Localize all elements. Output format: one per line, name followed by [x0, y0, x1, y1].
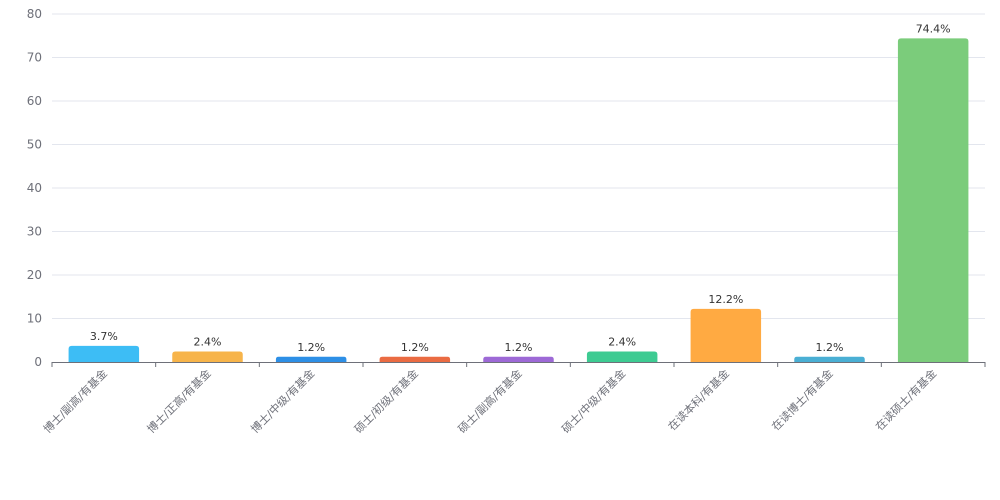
- axes: [51, 362, 986, 367]
- data-label: 3.7%: [90, 330, 118, 343]
- x-tick-label: 在读博士/有基金: [769, 366, 836, 433]
- data-label: 2.4%: [194, 336, 222, 349]
- bar[interactable]: [68, 345, 140, 362]
- x-tick-label: 博士/正高/有基金: [144, 366, 214, 436]
- gridlines: [52, 13, 985, 319]
- data-label: 1.2%: [816, 341, 844, 354]
- y-tick-label: 60: [27, 94, 42, 108]
- bars: [68, 38, 969, 363]
- y-tick-label: 50: [27, 138, 42, 152]
- data-label: 1.2%: [401, 341, 429, 354]
- x-tick-label: 硕士/初级/有基金: [351, 366, 421, 436]
- data-label: 1.2%: [297, 341, 325, 354]
- x-tick-label: 硕士/中级/有基金: [559, 366, 629, 436]
- data-label: 74.4%: [916, 22, 951, 35]
- bar[interactable]: [275, 356, 347, 362]
- bar[interactable]: [172, 351, 243, 362]
- data-label: 2.4%: [608, 336, 636, 349]
- x-tick-label: 硕士/副高/有基金: [455, 366, 525, 436]
- x-tick-label: 博士/副高/有基金: [40, 366, 110, 436]
- x-tick-label: 在读硕士/有基金: [872, 366, 939, 433]
- y-tick-label: 80: [27, 7, 42, 21]
- labels: 0 10 20 30 40 50 60 70 80 3.7% 博士/副高/有基金 2.4% 博士/正高/…: [27, 7, 951, 436]
- y-tick-label: 30: [27, 225, 42, 239]
- bar[interactable]: [794, 356, 865, 362]
- x-tick-label: 在读本科/有基金: [665, 366, 732, 433]
- y-tick-label: 70: [27, 51, 42, 65]
- bar[interactable]: [897, 38, 969, 363]
- data-label: 1.2%: [505, 341, 533, 354]
- bar[interactable]: [586, 351, 658, 362]
- bar[interactable]: [379, 356, 451, 362]
- data-label: 12.2%: [708, 293, 743, 306]
- y-tick-label: 20: [27, 268, 42, 282]
- y-tick-label: 0: [34, 355, 42, 369]
- y-tick-label: 10: [27, 312, 42, 326]
- x-tick-label: 博士/中级/有基金: [248, 366, 318, 436]
- bar[interactable]: [483, 356, 554, 362]
- bar[interactable]: [690, 308, 762, 362]
- y-tick-label: 40: [27, 181, 42, 195]
